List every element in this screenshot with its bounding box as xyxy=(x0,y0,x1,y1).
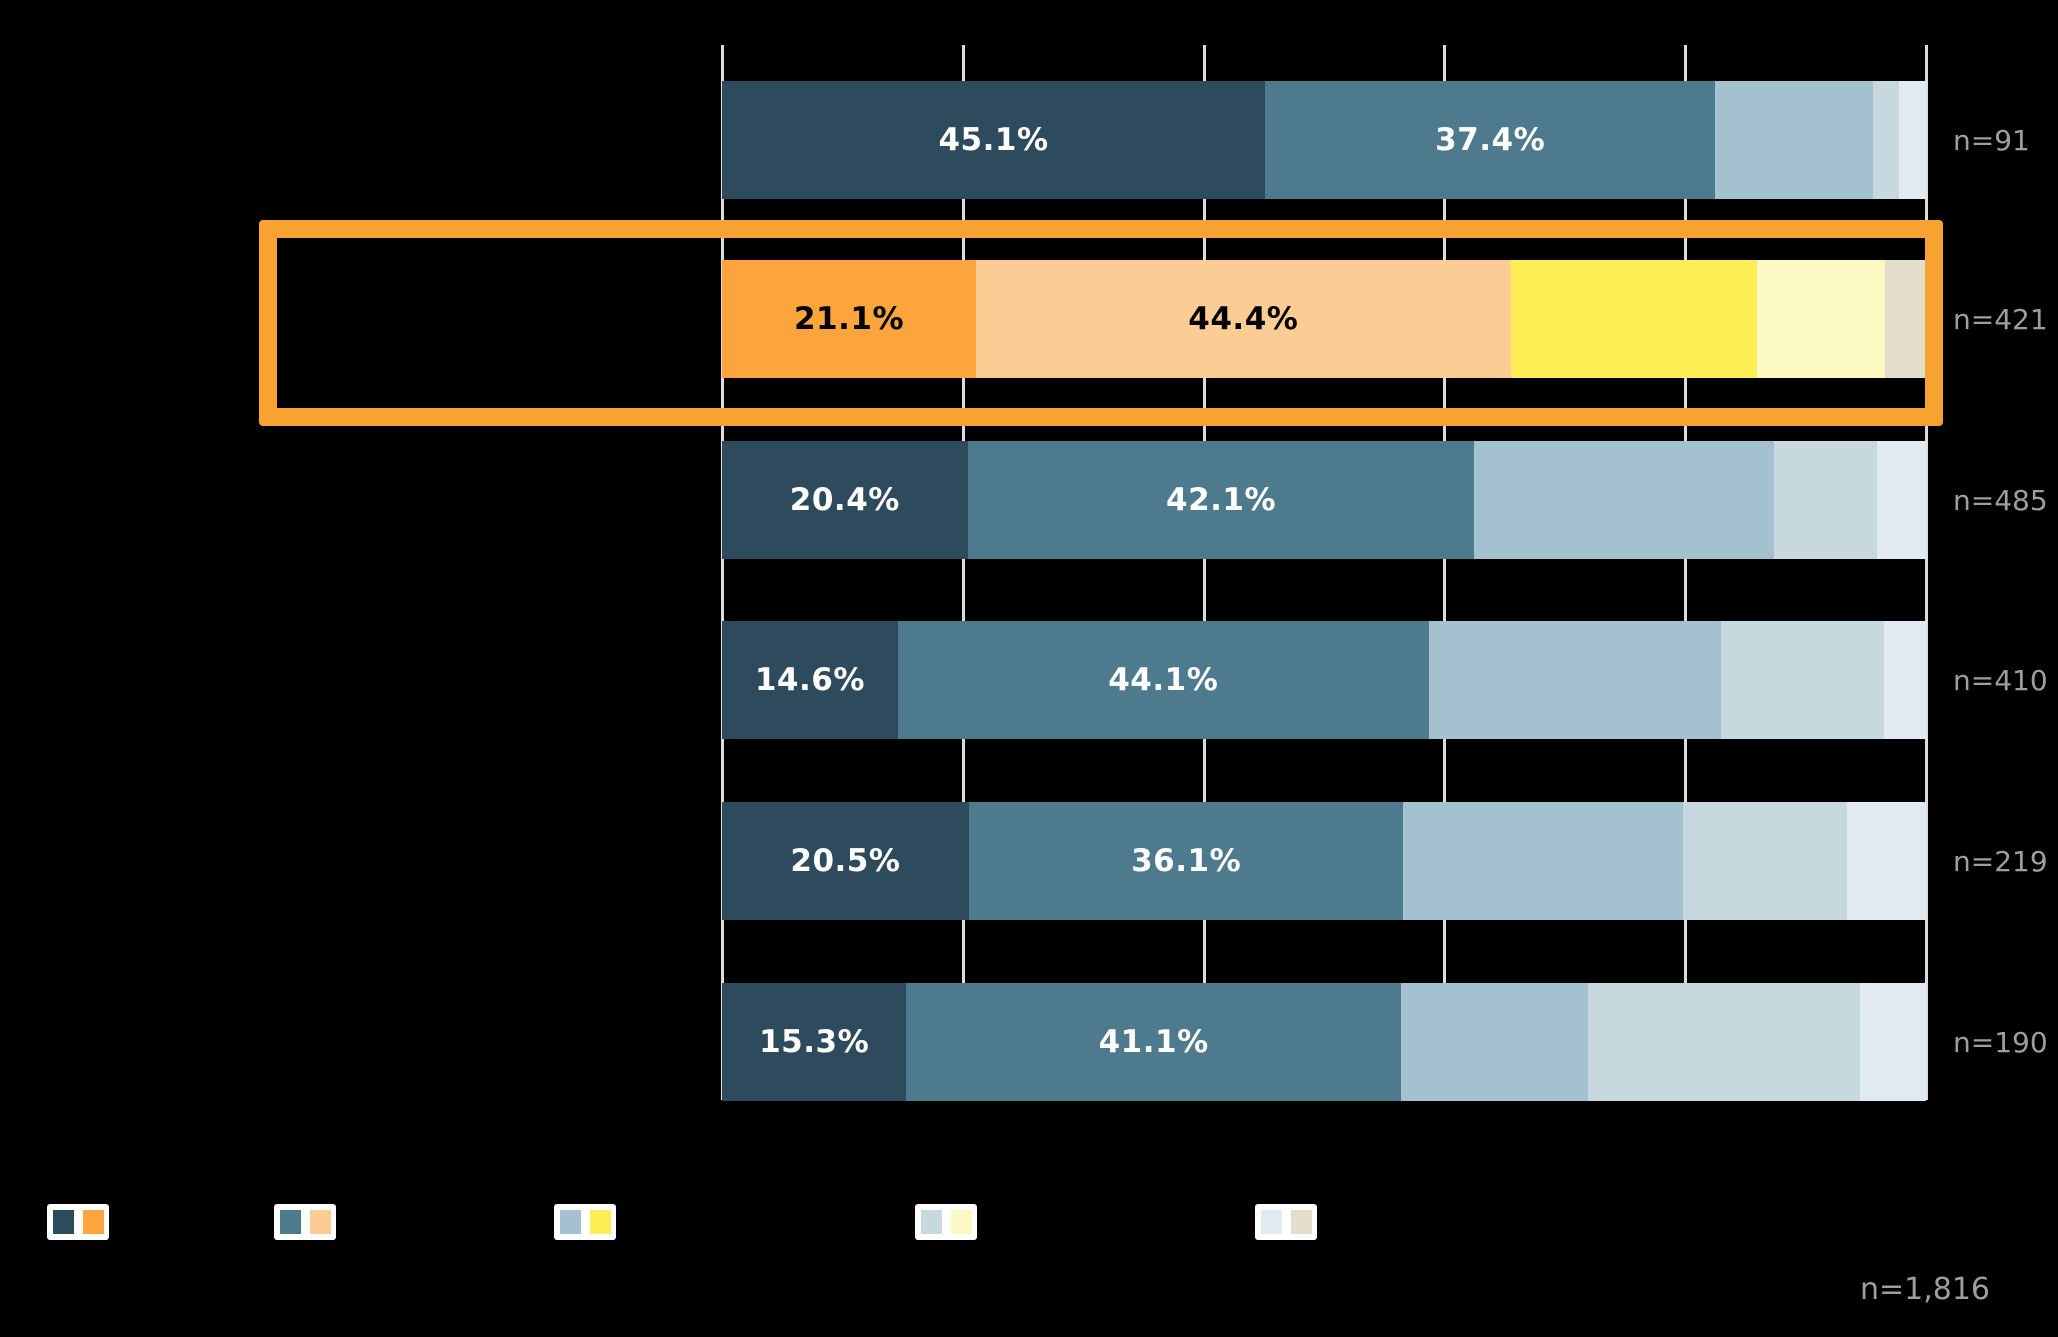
value-label: 37.4% xyxy=(1435,122,1546,158)
bar-row-2-segment-3 xyxy=(1510,260,1758,378)
value-label: 20.4% xyxy=(789,482,900,518)
gridline-20-pct xyxy=(961,45,965,1100)
bar-row-5: 20.5% 36.1% xyxy=(722,802,1926,920)
value-label: 15.3% xyxy=(759,1024,870,1060)
bar-row-1-segment-5 xyxy=(1899,81,1926,199)
legend-item-3 xyxy=(554,1204,616,1240)
value-label: 41.1% xyxy=(1098,1024,1209,1060)
legend-item-1 xyxy=(47,1204,109,1240)
bar-row-4-segment-2: 44.1% xyxy=(897,621,1429,739)
legend-swatch-2-2 xyxy=(309,1210,331,1234)
value-label: 36.1% xyxy=(1131,843,1242,879)
legend-swatch-4-1 xyxy=(920,1210,942,1234)
value-label: 45.1% xyxy=(938,122,1049,158)
bar-row-4: 14.6% 44.1% xyxy=(722,621,1926,739)
legend-swatch-2-1 xyxy=(279,1210,301,1234)
bar-row-3-segment-3 xyxy=(1474,441,1775,559)
gridline-40-pct xyxy=(1202,45,1206,1100)
row-sample-size-label: n=91 xyxy=(1953,123,2030,157)
bar-row-4-segment-3 xyxy=(1428,621,1722,739)
legend-swatch-3-2 xyxy=(589,1210,611,1234)
bar-row-6: 15.3% 41.1% xyxy=(722,983,1926,1101)
bar-row-2-segment-2: 44.4% xyxy=(976,260,1511,378)
value-label: 14.6% xyxy=(754,662,865,698)
bar-row-1-segment-4 xyxy=(1873,81,1900,199)
bar-row-4-segment-5 xyxy=(1883,621,1926,739)
value-label: 42.1% xyxy=(1166,482,1277,518)
bar-row-4-segment-1: 14.6% xyxy=(722,621,898,739)
gridline-0-pct xyxy=(721,45,724,1100)
bar-row-6-segment-5 xyxy=(1859,983,1926,1101)
total-sample-size-label: n=1,816 xyxy=(1859,1272,1990,1307)
gridline-80-pct xyxy=(1684,45,1688,1100)
bar-row-4-segment-4 xyxy=(1721,621,1884,739)
legend-swatch-1-2 xyxy=(82,1210,104,1234)
bar-row-2-segment-4 xyxy=(1757,260,1886,378)
bar-row-3-segment-4 xyxy=(1774,441,1877,559)
legend-swatch-3-1 xyxy=(559,1210,581,1234)
value-label: 44.4% xyxy=(1188,301,1299,337)
legend-swatch-4-2 xyxy=(950,1210,972,1234)
bar-row-1-segment-1: 45.1% xyxy=(722,81,1265,199)
row-sample-size-label: n=410 xyxy=(1953,663,2048,697)
bar-row-3-segment-1: 20.4% xyxy=(722,441,968,559)
bar-row-5-segment-4 xyxy=(1682,802,1847,920)
legend-item-5 xyxy=(1255,1204,1317,1240)
bar-row-5-segment-3 xyxy=(1403,802,1683,920)
bar-row-5-segment-1: 20.5% xyxy=(722,802,969,920)
bar-row-3-segment-5 xyxy=(1876,441,1926,559)
bar-row-1: 45.1% 37.4% xyxy=(722,81,1926,199)
bar-row-6-segment-2: 41.1% xyxy=(906,983,1402,1101)
value-label: 20.5% xyxy=(790,843,901,879)
row-sample-size-label: n=219 xyxy=(1953,844,2048,878)
bar-row-6-segment-4 xyxy=(1587,983,1860,1101)
row-sample-size-label: n=190 xyxy=(1953,1025,2048,1059)
highlight-box xyxy=(259,220,1943,426)
bar-row-2: 21.1% 44.4% xyxy=(722,260,1926,378)
row-sample-size-label: n=485 xyxy=(1953,483,2048,517)
bar-row-6-segment-1: 15.3% xyxy=(722,983,907,1101)
legend-item-2 xyxy=(274,1204,336,1240)
bar-row-6-segment-3 xyxy=(1401,983,1588,1101)
bar-row-2-segment-1: 21.1% xyxy=(722,260,977,378)
value-label: 44.1% xyxy=(1108,662,1219,698)
bar-row-2-segment-5 xyxy=(1885,260,1926,378)
bar-row-1-segment-3 xyxy=(1715,81,1873,199)
legend-swatch-5-2 xyxy=(1290,1210,1312,1234)
legend-swatch-5-1 xyxy=(1260,1210,1282,1234)
bar-row-3: 20.4% 42.1% xyxy=(722,441,1926,559)
gridline-100-pct xyxy=(1925,45,1928,1100)
bar-row-3-segment-2: 42.1% xyxy=(967,441,1475,559)
legend-item-4 xyxy=(915,1204,977,1240)
bar-row-5-segment-2: 36.1% xyxy=(968,802,1404,920)
bar-row-1-segment-2: 37.4% xyxy=(1265,81,1716,199)
legend-swatch-1-1 xyxy=(52,1210,74,1234)
row-sample-size-label: n=421 xyxy=(1953,302,2048,336)
gridline-60-pct xyxy=(1443,45,1447,1100)
value-label: 21.1% xyxy=(793,301,905,337)
bar-row-5-segment-5 xyxy=(1846,802,1926,920)
